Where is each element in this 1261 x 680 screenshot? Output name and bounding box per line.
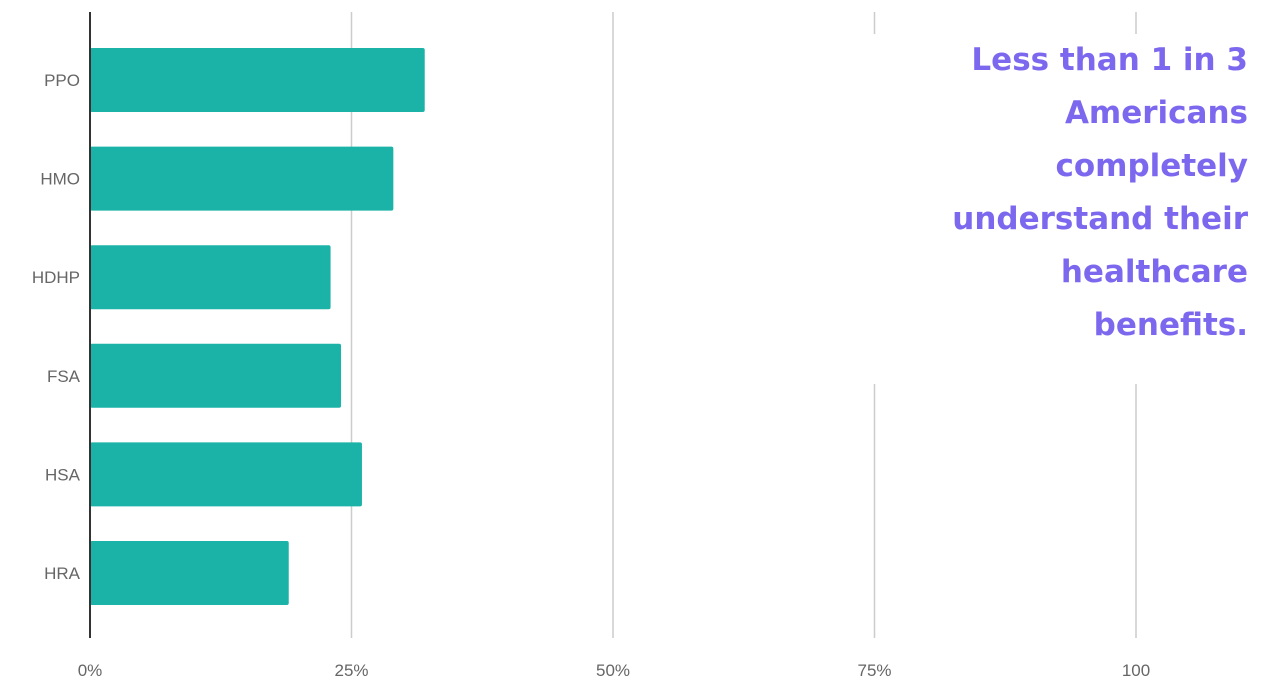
y-category-label: HDHP — [32, 268, 80, 287]
x-tick-label: 100 — [1122, 661, 1150, 680]
bar-hmo — [90, 146, 394, 211]
bar-hdhp — [90, 245, 331, 310]
bar-ppo — [90, 48, 425, 112]
y-category-label: HMO — [40, 170, 80, 189]
callout-line: healthcare — [1060, 254, 1248, 290]
y-category-label: HSA — [45, 465, 81, 484]
callout-line: completely — [1055, 148, 1249, 184]
y-category-label: HRA — [44, 564, 81, 583]
y-category-label: FSA — [47, 367, 81, 386]
x-tick-label: 0% — [78, 661, 103, 680]
x-tick-label: 75% — [857, 661, 891, 680]
x-tick-label: 50% — [596, 661, 630, 680]
y-category-label: PPO — [44, 71, 80, 90]
callout-line: Americans — [1064, 95, 1248, 131]
bars — [90, 48, 425, 605]
callout-text: Less than 1 in 3 Americans completely un… — [860, 34, 1248, 384]
callout-line: benefits. — [1093, 307, 1248, 343]
bar-hra — [90, 541, 289, 605]
x-tick-label: 25% — [334, 661, 368, 680]
callout-line: Less than 1 in 3 — [971, 42, 1248, 78]
bar-fsa — [90, 343, 342, 408]
bar-hsa — [90, 442, 362, 507]
labels: 0% 25% 50% 75% 100 PPO HMO HDHP FSA HSA HRA — [32, 71, 1150, 680]
callout-line: understand their — [952, 201, 1248, 237]
